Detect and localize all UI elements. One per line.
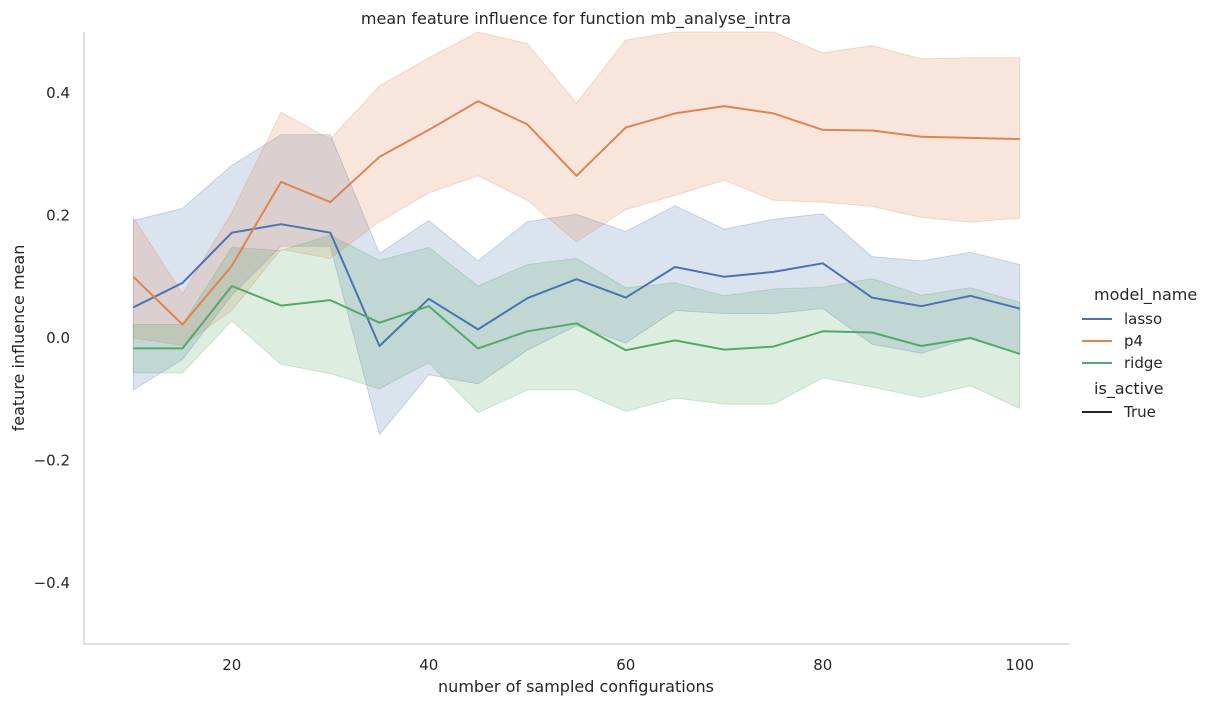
confidence-bands [132, 31, 1021, 436]
x-tick-label: 100 [1005, 656, 1034, 674]
y-tick-label: 0.4 [46, 84, 70, 102]
legend-label-lasso: lasso [1124, 310, 1162, 328]
legend-style-label: True [1123, 403, 1156, 421]
legend-label-ridge: ridge [1124, 354, 1163, 372]
x-tick-label: 40 [419, 656, 438, 674]
line-p4 [132, 100, 1020, 326]
band-p4 [132, 31, 1021, 346]
y-tick-label: −0.2 [34, 451, 70, 469]
x-tick-label: 60 [616, 656, 635, 674]
legend-label-p4: p4 [1124, 332, 1143, 350]
chart-title: mean feature influence for function mb_a… [361, 9, 791, 29]
legend-style-title: is_active [1094, 379, 1163, 399]
legend-entries: lasso p4 ridge [1082, 310, 1163, 372]
line-lasso [132, 223, 1021, 347]
legend: model_name lasso p4 ridge is_active True [1082, 285, 1197, 421]
x-tick-labels: 20 40 60 80 100 [222, 656, 1034, 674]
x-tick-label: 20 [222, 656, 241, 674]
series-lines [132, 100, 1021, 355]
y-tick-label: 0.2 [46, 207, 70, 225]
y-tick-labels: −0.4 −0.2 0.0 0.2 0.4 [34, 84, 70, 592]
line-ridge [133, 285, 1021, 355]
y-tick-label: 0.0 [46, 329, 70, 347]
x-axis-label: number of sampled configurations [438, 677, 714, 696]
y-tick-label: −0.4 [34, 574, 70, 592]
legend-title: model_name [1094, 285, 1197, 305]
x-tick-label: 80 [813, 656, 832, 674]
y-axis-label: feature influence mean [9, 245, 28, 432]
